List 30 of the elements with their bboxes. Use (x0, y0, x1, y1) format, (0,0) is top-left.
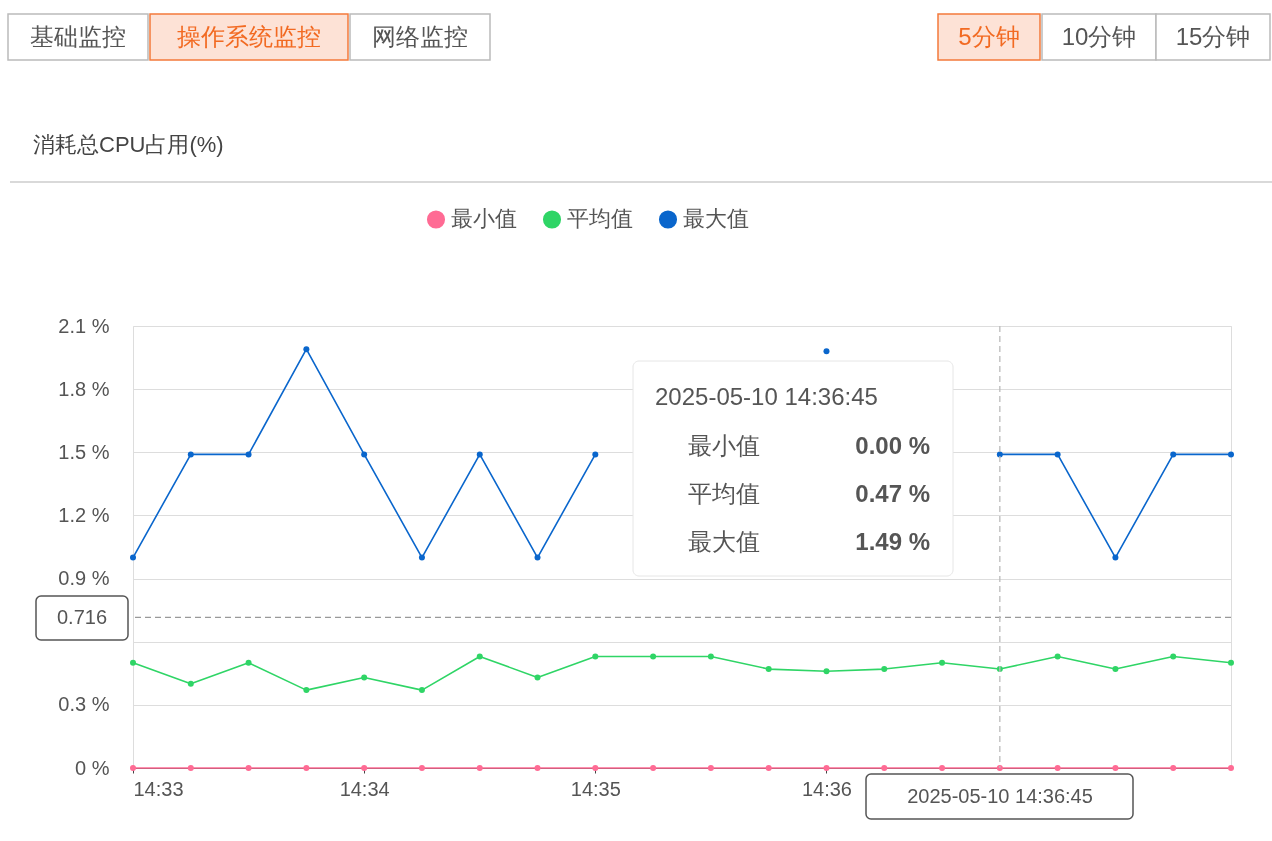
legend-label: 最小值 (451, 206, 517, 232)
y-tick-label: 2.1 % (58, 314, 110, 337)
x-tick-label: 14:35 (570, 777, 621, 800)
ref-line-label: 2025-05-10 14:36:45 (907, 785, 1093, 807)
y-tick-label: 0.9 % (58, 567, 110, 590)
y-tick-label: 1.5 % (58, 440, 110, 463)
annotation: 1.49 % (855, 528, 930, 555)
x-tick-label: 14:34 (339, 777, 390, 800)
annotation: 0.00 % (855, 432, 930, 459)
legend-label: 平均值 (567, 206, 633, 232)
annotation: 平均值 (688, 480, 760, 507)
y-tick-label: 1.8 % (58, 377, 110, 400)
x-tick-label: 14:33 (133, 777, 184, 800)
text: 5分钟 (958, 23, 1020, 50)
y-tick-label: 1.2 % (58, 503, 110, 526)
ref-line-label: 0.716 (56, 606, 108, 628)
x-tick-label: 14:36 (801, 777, 852, 800)
text: 10分钟 (1061, 23, 1137, 50)
text: 操作系统监控 (177, 23, 321, 50)
legend-label: 最大值 (683, 206, 749, 232)
annotation: 2025-05-10 14:36:45 (655, 383, 878, 410)
text: 网络监控 (372, 23, 468, 50)
y-tick-label: 0 % (75, 756, 110, 779)
y-tick-label: 0.3 % (58, 693, 110, 716)
text: 基础监控 (30, 23, 126, 50)
chart-title: 消耗总CPU占用(%) (33, 132, 224, 157)
annotation: 最小值 (688, 432, 760, 459)
annotation: 最大值 (688, 528, 760, 555)
text: 15分钟 (1175, 23, 1251, 50)
annotation: 0.47 % (855, 480, 930, 507)
